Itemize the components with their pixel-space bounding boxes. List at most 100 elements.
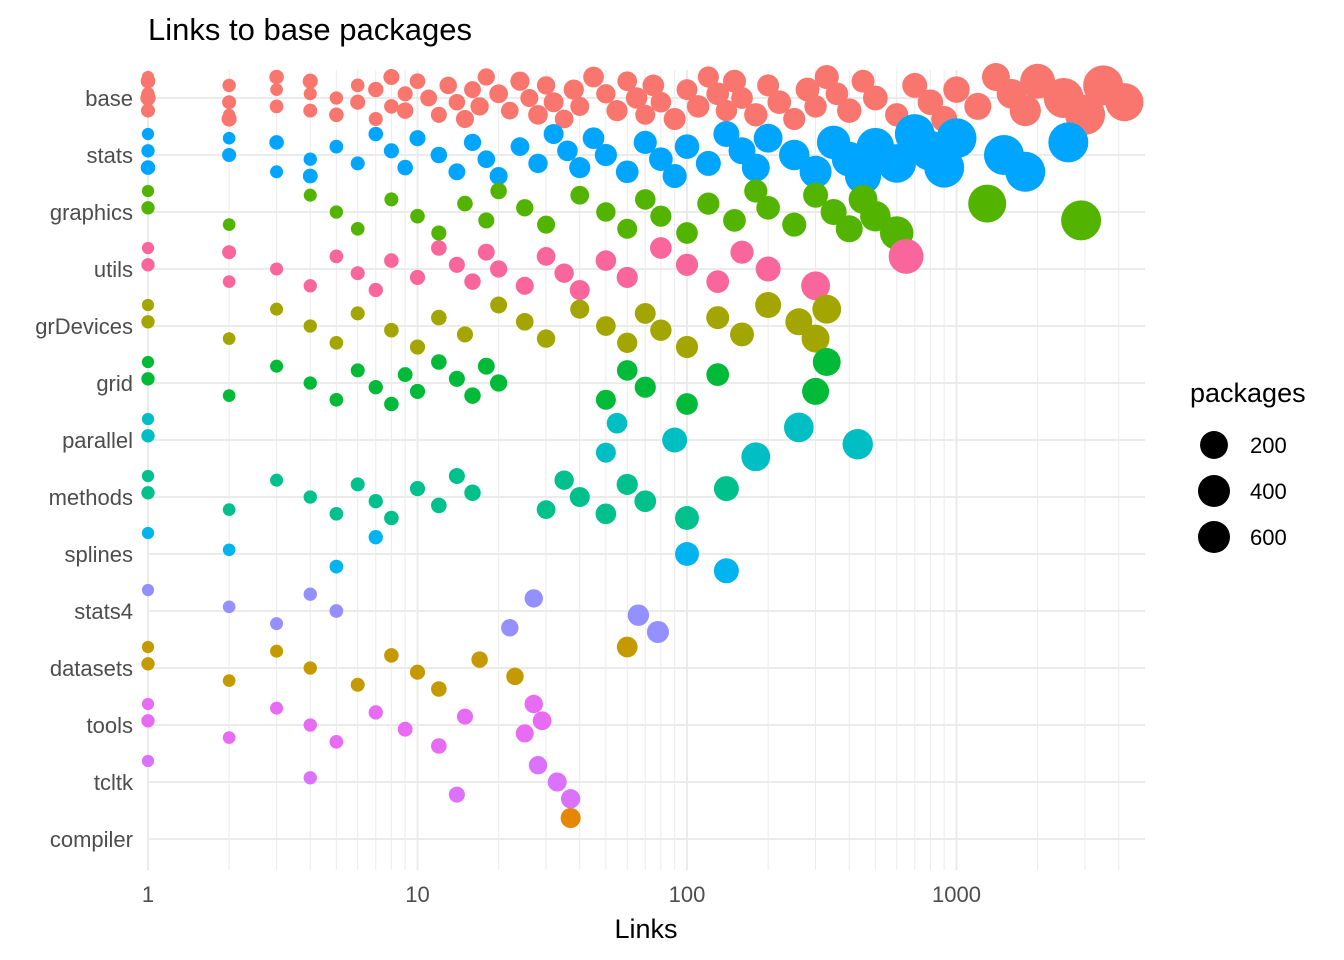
data-point-stats <box>269 135 284 150</box>
data-point-graphics <box>968 184 1007 223</box>
data-point-base <box>140 103 156 118</box>
data-point-stats4 <box>303 587 317 601</box>
data-point-methods <box>464 484 481 502</box>
data-point-grDevices <box>617 332 638 353</box>
data-point-base <box>715 99 738 122</box>
data-point-tools <box>368 705 383 720</box>
data-point-stats <box>741 153 770 182</box>
data-point-grDevices <box>329 335 344 350</box>
data-point-datasets <box>141 657 155 671</box>
legend-label: 200 <box>1250 433 1287 458</box>
data-point-utils <box>536 247 556 266</box>
data-point-tools <box>303 718 317 732</box>
y-tick-labels: base stats graphics utils grDevices grid paral… <box>35 86 134 852</box>
data-point-graphics <box>782 212 807 237</box>
data-point-graphics <box>570 185 590 205</box>
data-point-methods <box>595 503 617 525</box>
data-point-utils <box>303 279 317 293</box>
data-point-stats <box>368 126 384 142</box>
x-tick-label: 10 <box>405 882 429 907</box>
data-point-tools <box>431 738 447 754</box>
data-point-utils <box>141 241 155 255</box>
data-point-graphics <box>350 221 365 236</box>
data-point-tools <box>456 708 473 725</box>
data-point-grid <box>368 380 383 395</box>
data-point-base <box>384 99 399 114</box>
data-point-utils <box>409 269 426 285</box>
data-point-stats <box>633 130 657 154</box>
data-point-stats <box>397 159 413 176</box>
data-point-grid <box>464 387 481 404</box>
data-point-grDevices <box>409 339 426 355</box>
data-point-grDevices <box>222 332 236 345</box>
data-point-grid <box>595 389 616 410</box>
data-point-base <box>825 82 849 106</box>
data-point-stats <box>615 160 639 184</box>
data-point-graphics <box>141 201 155 215</box>
data-point-base <box>303 103 318 118</box>
data-point-base <box>329 107 344 123</box>
data-point-base <box>731 87 753 109</box>
data-point-base <box>420 89 438 107</box>
legend-label: 400 <box>1250 479 1287 504</box>
data-point-grDevices <box>536 329 556 348</box>
data-point-base <box>368 111 383 127</box>
data-point-graphics <box>141 184 155 198</box>
data-point-stats <box>528 153 548 174</box>
data-point-grid <box>431 354 447 370</box>
data-point-utils <box>595 250 617 271</box>
data-point-methods <box>384 510 399 526</box>
data-point-base <box>902 72 928 98</box>
data-point-base <box>470 97 489 116</box>
data-point-grDevices <box>785 308 813 336</box>
data-point-tools <box>524 694 543 714</box>
data-point-utils <box>431 240 447 256</box>
data-point-methods <box>303 490 317 504</box>
data-point-base <box>650 91 672 113</box>
data-point-base <box>350 78 365 93</box>
data-point-splines <box>329 559 344 574</box>
data-point-base <box>383 68 400 86</box>
data-point-utils <box>616 266 638 288</box>
data-point-base <box>814 64 839 90</box>
data-point-base <box>617 71 638 92</box>
data-point-methods <box>141 469 155 483</box>
data-point-base <box>350 94 366 110</box>
data-point-stats <box>936 118 977 159</box>
data-point-grDevices <box>801 324 830 353</box>
y-tick-label: compiler <box>50 827 133 852</box>
data-point-base <box>851 69 875 93</box>
data-point-methods <box>448 467 465 485</box>
data-point-stats <box>222 147 237 163</box>
data-point-base <box>676 79 698 101</box>
data-point-methods <box>536 500 556 519</box>
data-point-grDevices <box>141 315 155 329</box>
data-point-grid <box>616 360 638 381</box>
data-point-base <box>554 109 574 129</box>
data-point-base <box>635 104 656 125</box>
data-point-grDevices <box>675 335 699 359</box>
x-tick-labels: 1 10 100 1000 <box>142 882 981 907</box>
data-point-stats <box>877 144 917 183</box>
data-point-base <box>500 101 519 120</box>
data-point-base <box>269 99 284 114</box>
data-point-base <box>1105 83 1144 122</box>
data-point-stats <box>140 160 156 175</box>
data-point-methods <box>329 506 344 521</box>
data-point-base <box>409 73 426 89</box>
data-point-utils <box>384 253 399 268</box>
data-point-base <box>606 100 628 122</box>
data-point-grDevices <box>431 309 447 326</box>
data-point-graphics <box>384 192 399 207</box>
data-point-grid <box>477 357 495 375</box>
data-point-base <box>448 93 466 111</box>
data-point-parallel <box>141 429 155 443</box>
y-tick-label: base <box>85 86 133 111</box>
data-point-graphics <box>410 208 425 224</box>
data-point-parallel <box>741 442 771 472</box>
data-point-stats <box>270 165 284 179</box>
y-tick-label: tcltk <box>94 770 134 795</box>
legend-label: 600 <box>1250 525 1287 550</box>
data-point-base <box>222 78 236 93</box>
data-point-base <box>837 98 862 123</box>
